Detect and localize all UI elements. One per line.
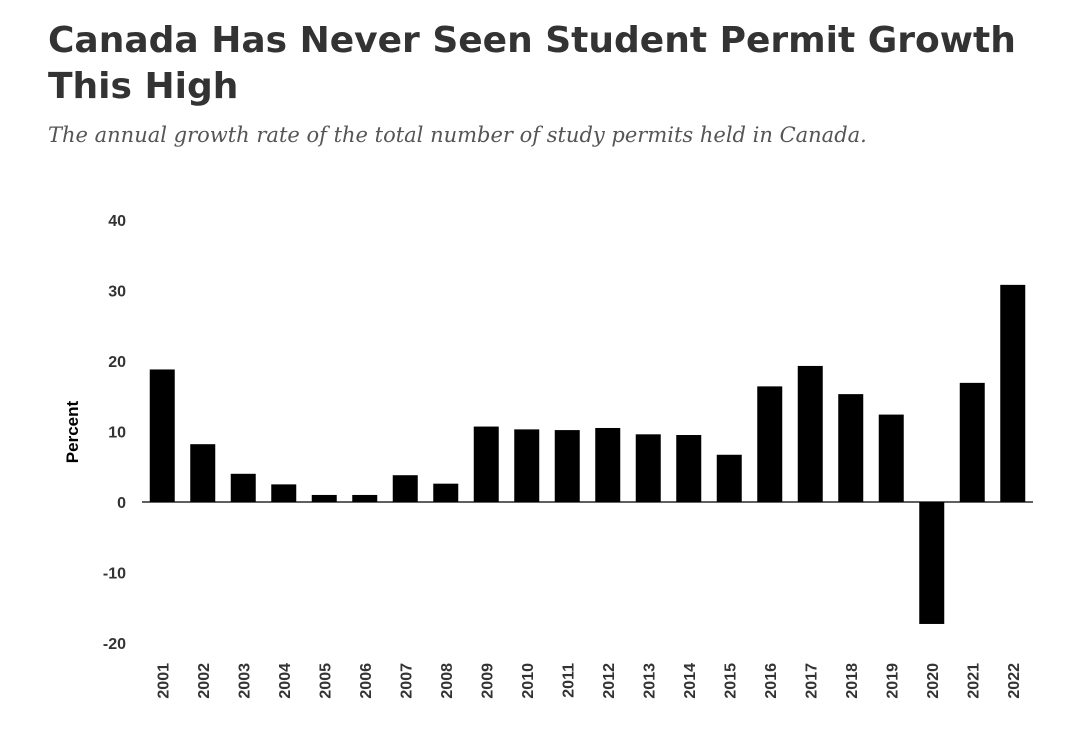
x-tick-label: 2018 bbox=[844, 663, 861, 699]
bar-2019 bbox=[878, 414, 904, 502]
y-tick-label: 20 bbox=[108, 354, 126, 371]
x-tick-label: 2005 bbox=[317, 663, 334, 699]
bar-2021 bbox=[959, 382, 985, 502]
x-tick-label: 2010 bbox=[520, 663, 537, 699]
x-tick-label: 2012 bbox=[601, 663, 618, 699]
x-tick-label: 2002 bbox=[196, 663, 213, 699]
y-tick-label: 0 bbox=[117, 495, 126, 512]
bar-2005 bbox=[311, 494, 337, 502]
bar-2003 bbox=[230, 473, 256, 502]
bar-2014 bbox=[676, 435, 702, 502]
bar-2018 bbox=[838, 394, 864, 502]
x-tick-label: 2013 bbox=[641, 663, 658, 699]
x-tick-label: 2004 bbox=[277, 663, 294, 699]
bar-2015 bbox=[716, 454, 742, 502]
y-tick-label: 10 bbox=[108, 425, 126, 442]
x-tick-label: 2016 bbox=[763, 663, 780, 699]
y-tick-label: 30 bbox=[108, 284, 126, 301]
x-tick-label: 2015 bbox=[722, 663, 739, 699]
bar-2013 bbox=[635, 434, 661, 502]
y-axis-title: Percent bbox=[63, 400, 82, 463]
bar-2020 bbox=[919, 502, 945, 624]
y-axis-ticks: 40 30 20 10 0 -10 -20 bbox=[103, 213, 126, 653]
y-tick-label: -20 bbox=[103, 636, 126, 653]
bar-2007 bbox=[392, 475, 418, 502]
x-tick-label: 2008 bbox=[439, 663, 456, 699]
bar-2009 bbox=[473, 426, 499, 502]
bar-2016 bbox=[757, 386, 783, 502]
x-tick-label: 2006 bbox=[358, 663, 375, 699]
x-tick-label: 2020 bbox=[925, 663, 942, 699]
page-title: Canada Has Never Seen Student Permit Gro… bbox=[48, 20, 1016, 107]
x-tick-label: 2022 bbox=[1006, 663, 1023, 699]
bar-2004 bbox=[271, 484, 297, 503]
bar-2011 bbox=[554, 430, 580, 502]
page-subtitle: The annual growth rate of the total numb… bbox=[48, 123, 867, 147]
x-tick-label: 2007 bbox=[398, 663, 415, 699]
bar-2002 bbox=[190, 444, 216, 502]
y-tick-label: 40 bbox=[108, 213, 126, 230]
x-tick-label: 2009 bbox=[479, 663, 496, 699]
bar-2010 bbox=[514, 429, 540, 502]
x-tick-label: 2017 bbox=[803, 663, 820, 699]
bar-2017 bbox=[797, 365, 823, 502]
x-tick-label: 2003 bbox=[236, 663, 253, 699]
x-tick-label: 2011 bbox=[560, 663, 577, 698]
x-tick-label: 2021 bbox=[965, 663, 982, 699]
x-tick-label: 2001 bbox=[155, 663, 172, 699]
x-axis-ticks: 2001 2002 2003 2004 2005 2006 2007 2008 2009 2010… bbox=[155, 663, 1023, 699]
bar-2006 bbox=[352, 494, 378, 502]
bar-2008 bbox=[433, 483, 459, 502]
x-tick-label: 2014 bbox=[682, 663, 699, 699]
x-tick-label: 2019 bbox=[884, 663, 901, 699]
bars-group bbox=[149, 284, 1026, 624]
bar-2012 bbox=[595, 427, 621, 502]
bar-2022 bbox=[1000, 284, 1026, 502]
y-tick-label: -10 bbox=[103, 566, 126, 583]
bar-2001 bbox=[149, 369, 175, 502]
